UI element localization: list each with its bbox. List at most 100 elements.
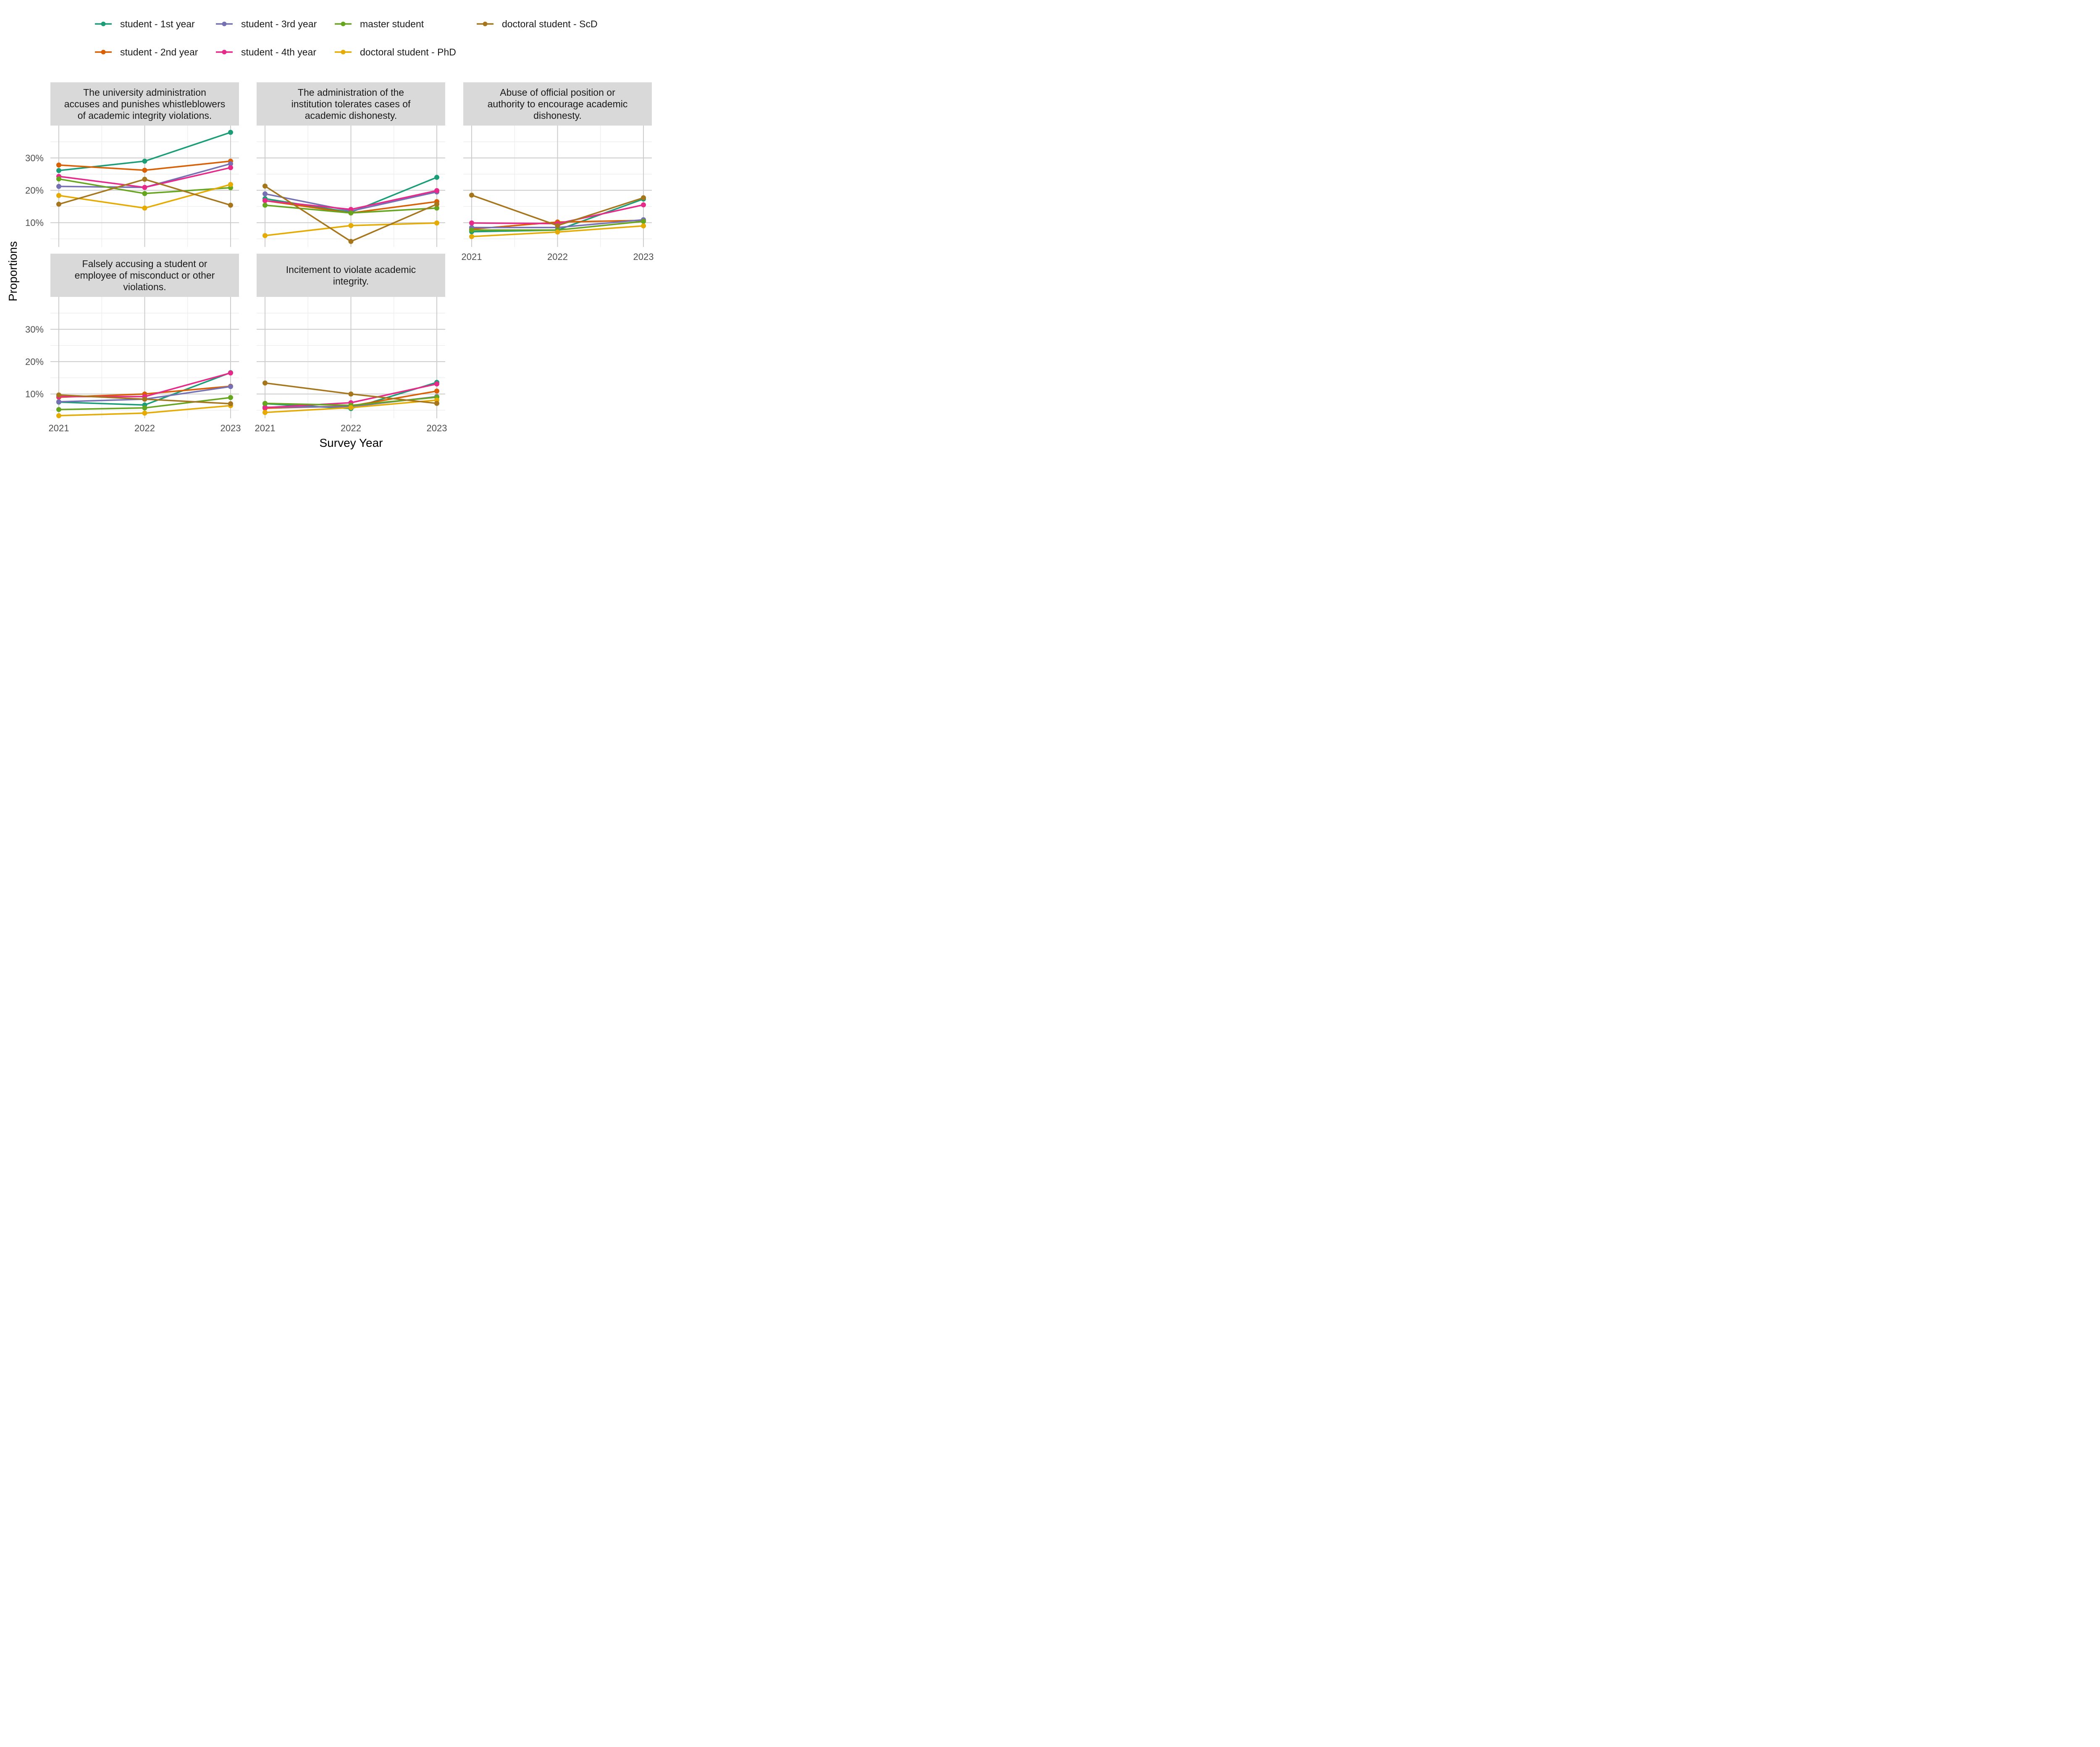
data-point — [434, 175, 439, 180]
data-point — [56, 392, 61, 398]
x-axis-title: Survey Year — [320, 436, 383, 449]
data-point — [434, 381, 439, 387]
x-tick-label: 2023 — [220, 423, 241, 433]
legend-label: student - 1st year — [120, 18, 195, 29]
y-tick-label: 10% — [25, 218, 44, 228]
legend: student - 1st year student - 3rd year mast… — [95, 18, 598, 58]
data-point — [262, 202, 268, 208]
y-axis-title: Proportions — [6, 241, 19, 301]
panel-title: authority to encourage academic — [488, 99, 628, 110]
panel-title: Falsely accusing a student or — [82, 258, 207, 269]
panel: Incitement to violate academicintegrity.… — [255, 254, 447, 433]
legend-key-point — [341, 21, 346, 26]
data-point — [348, 210, 354, 216]
x-tick-label: 2021 — [49, 423, 69, 433]
data-point — [641, 223, 646, 228]
data-point — [262, 405, 268, 410]
legend-label: doctoral student - PhD — [360, 47, 456, 58]
data-point — [56, 193, 61, 198]
y-tick-label: 10% — [25, 389, 44, 399]
y-tick-label: 30% — [25, 324, 44, 335]
data-point — [228, 161, 233, 166]
data-point — [56, 413, 61, 418]
data-point — [434, 220, 439, 226]
data-point — [56, 176, 61, 182]
faceted-line-chart: student - 1st year student - 3rd year mast… — [6, 18, 654, 449]
legend-key-point — [222, 21, 227, 26]
data-point — [262, 191, 268, 197]
panel-title: The administration of the — [298, 87, 404, 98]
data-point — [142, 396, 147, 402]
panel-strip — [257, 82, 445, 126]
y-tick-label: 20% — [25, 185, 44, 196]
data-point — [641, 195, 646, 200]
data-point — [228, 202, 233, 208]
x-tick-label: 2023 — [633, 252, 654, 262]
data-point — [142, 185, 147, 190]
x-tick-label: 2022 — [134, 423, 155, 433]
x-tick-label: 2021 — [462, 252, 482, 262]
legend-label: student - 3rd year — [241, 18, 317, 29]
data-point — [56, 184, 61, 189]
data-point — [142, 410, 147, 416]
data-point — [56, 407, 61, 412]
data-point — [262, 198, 268, 203]
legend-key-point — [101, 50, 106, 55]
data-point — [142, 158, 147, 164]
y-tick-label: 20% — [25, 357, 44, 367]
panel-title: institution tolerates cases of — [291, 99, 411, 110]
panel-title: Incitement to violate academic — [286, 264, 416, 275]
data-point — [348, 207, 354, 212]
data-point — [228, 395, 233, 400]
data-point — [348, 223, 354, 228]
legend-key-point — [483, 21, 488, 26]
panel-title: integrity. — [333, 275, 369, 286]
legend-label: master student — [360, 18, 424, 29]
data-point — [228, 130, 233, 135]
x-tick-label: 2023 — [427, 423, 447, 433]
legend-label: student - 4th year — [241, 47, 316, 58]
data-point — [262, 401, 268, 406]
data-point — [142, 205, 147, 211]
panel-title: dishonesty. — [533, 110, 582, 121]
data-point — [56, 168, 61, 173]
data-point — [228, 384, 233, 389]
panel-title: The university administration — [83, 87, 206, 98]
data-point — [434, 205, 439, 211]
panel-title: violations. — [123, 281, 166, 292]
legend-key-point — [341, 50, 346, 55]
data-point — [56, 163, 61, 168]
panel-strip — [50, 254, 239, 297]
panel-title: of academic integrity violations. — [78, 110, 212, 121]
data-point — [434, 388, 439, 394]
data-point — [56, 202, 61, 207]
data-point — [641, 219, 646, 224]
data-point — [434, 202, 439, 207]
data-point — [262, 184, 268, 189]
data-point — [348, 391, 354, 397]
data-point — [469, 227, 474, 233]
panel-title: academic dishonesty. — [305, 110, 397, 121]
legend-key-point — [222, 50, 227, 55]
data-point — [555, 223, 560, 228]
data-point — [469, 192, 474, 198]
data-point — [641, 202, 646, 207]
legend-label: student - 2nd year — [120, 47, 198, 58]
x-tick-label: 2022 — [341, 423, 361, 433]
data-point — [228, 401, 233, 407]
data-point — [228, 370, 233, 376]
panel-strip — [463, 82, 652, 126]
legend-label: doctoral student - ScD — [502, 18, 598, 29]
data-point — [142, 405, 147, 411]
data-point — [142, 176, 147, 182]
data-point — [228, 182, 233, 187]
data-point — [434, 401, 439, 406]
panel-title: employee of misconduct or other — [75, 270, 215, 281]
x-tick-label: 2021 — [255, 423, 276, 433]
data-point — [262, 380, 268, 386]
